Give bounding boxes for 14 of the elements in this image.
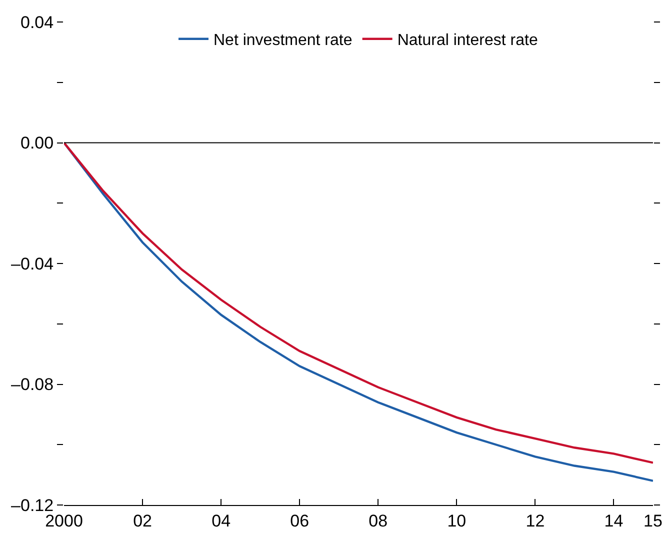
- x-tick-label: 14: [604, 511, 624, 530]
- x-tick-label: 15: [644, 511, 662, 530]
- y-tick-label: –0.04: [11, 254, 54, 274]
- y-tick-label: 0.00: [20, 134, 54, 153]
- x-tick-label: 02: [133, 511, 152, 530]
- x-tick-label: 08: [368, 511, 388, 530]
- x-tick-label: 12: [526, 511, 545, 530]
- legend-label: Net investment rate: [214, 32, 352, 50]
- x-tick-label: 06: [290, 511, 310, 530]
- y-tick-label: –0.08: [11, 375, 54, 394]
- y-tick-label: 0.04: [20, 12, 54, 32]
- x-tick-label: 10: [447, 511, 466, 530]
- x-tick-label: 04: [212, 511, 231, 530]
- legend-label: Natural interest rate: [397, 32, 538, 50]
